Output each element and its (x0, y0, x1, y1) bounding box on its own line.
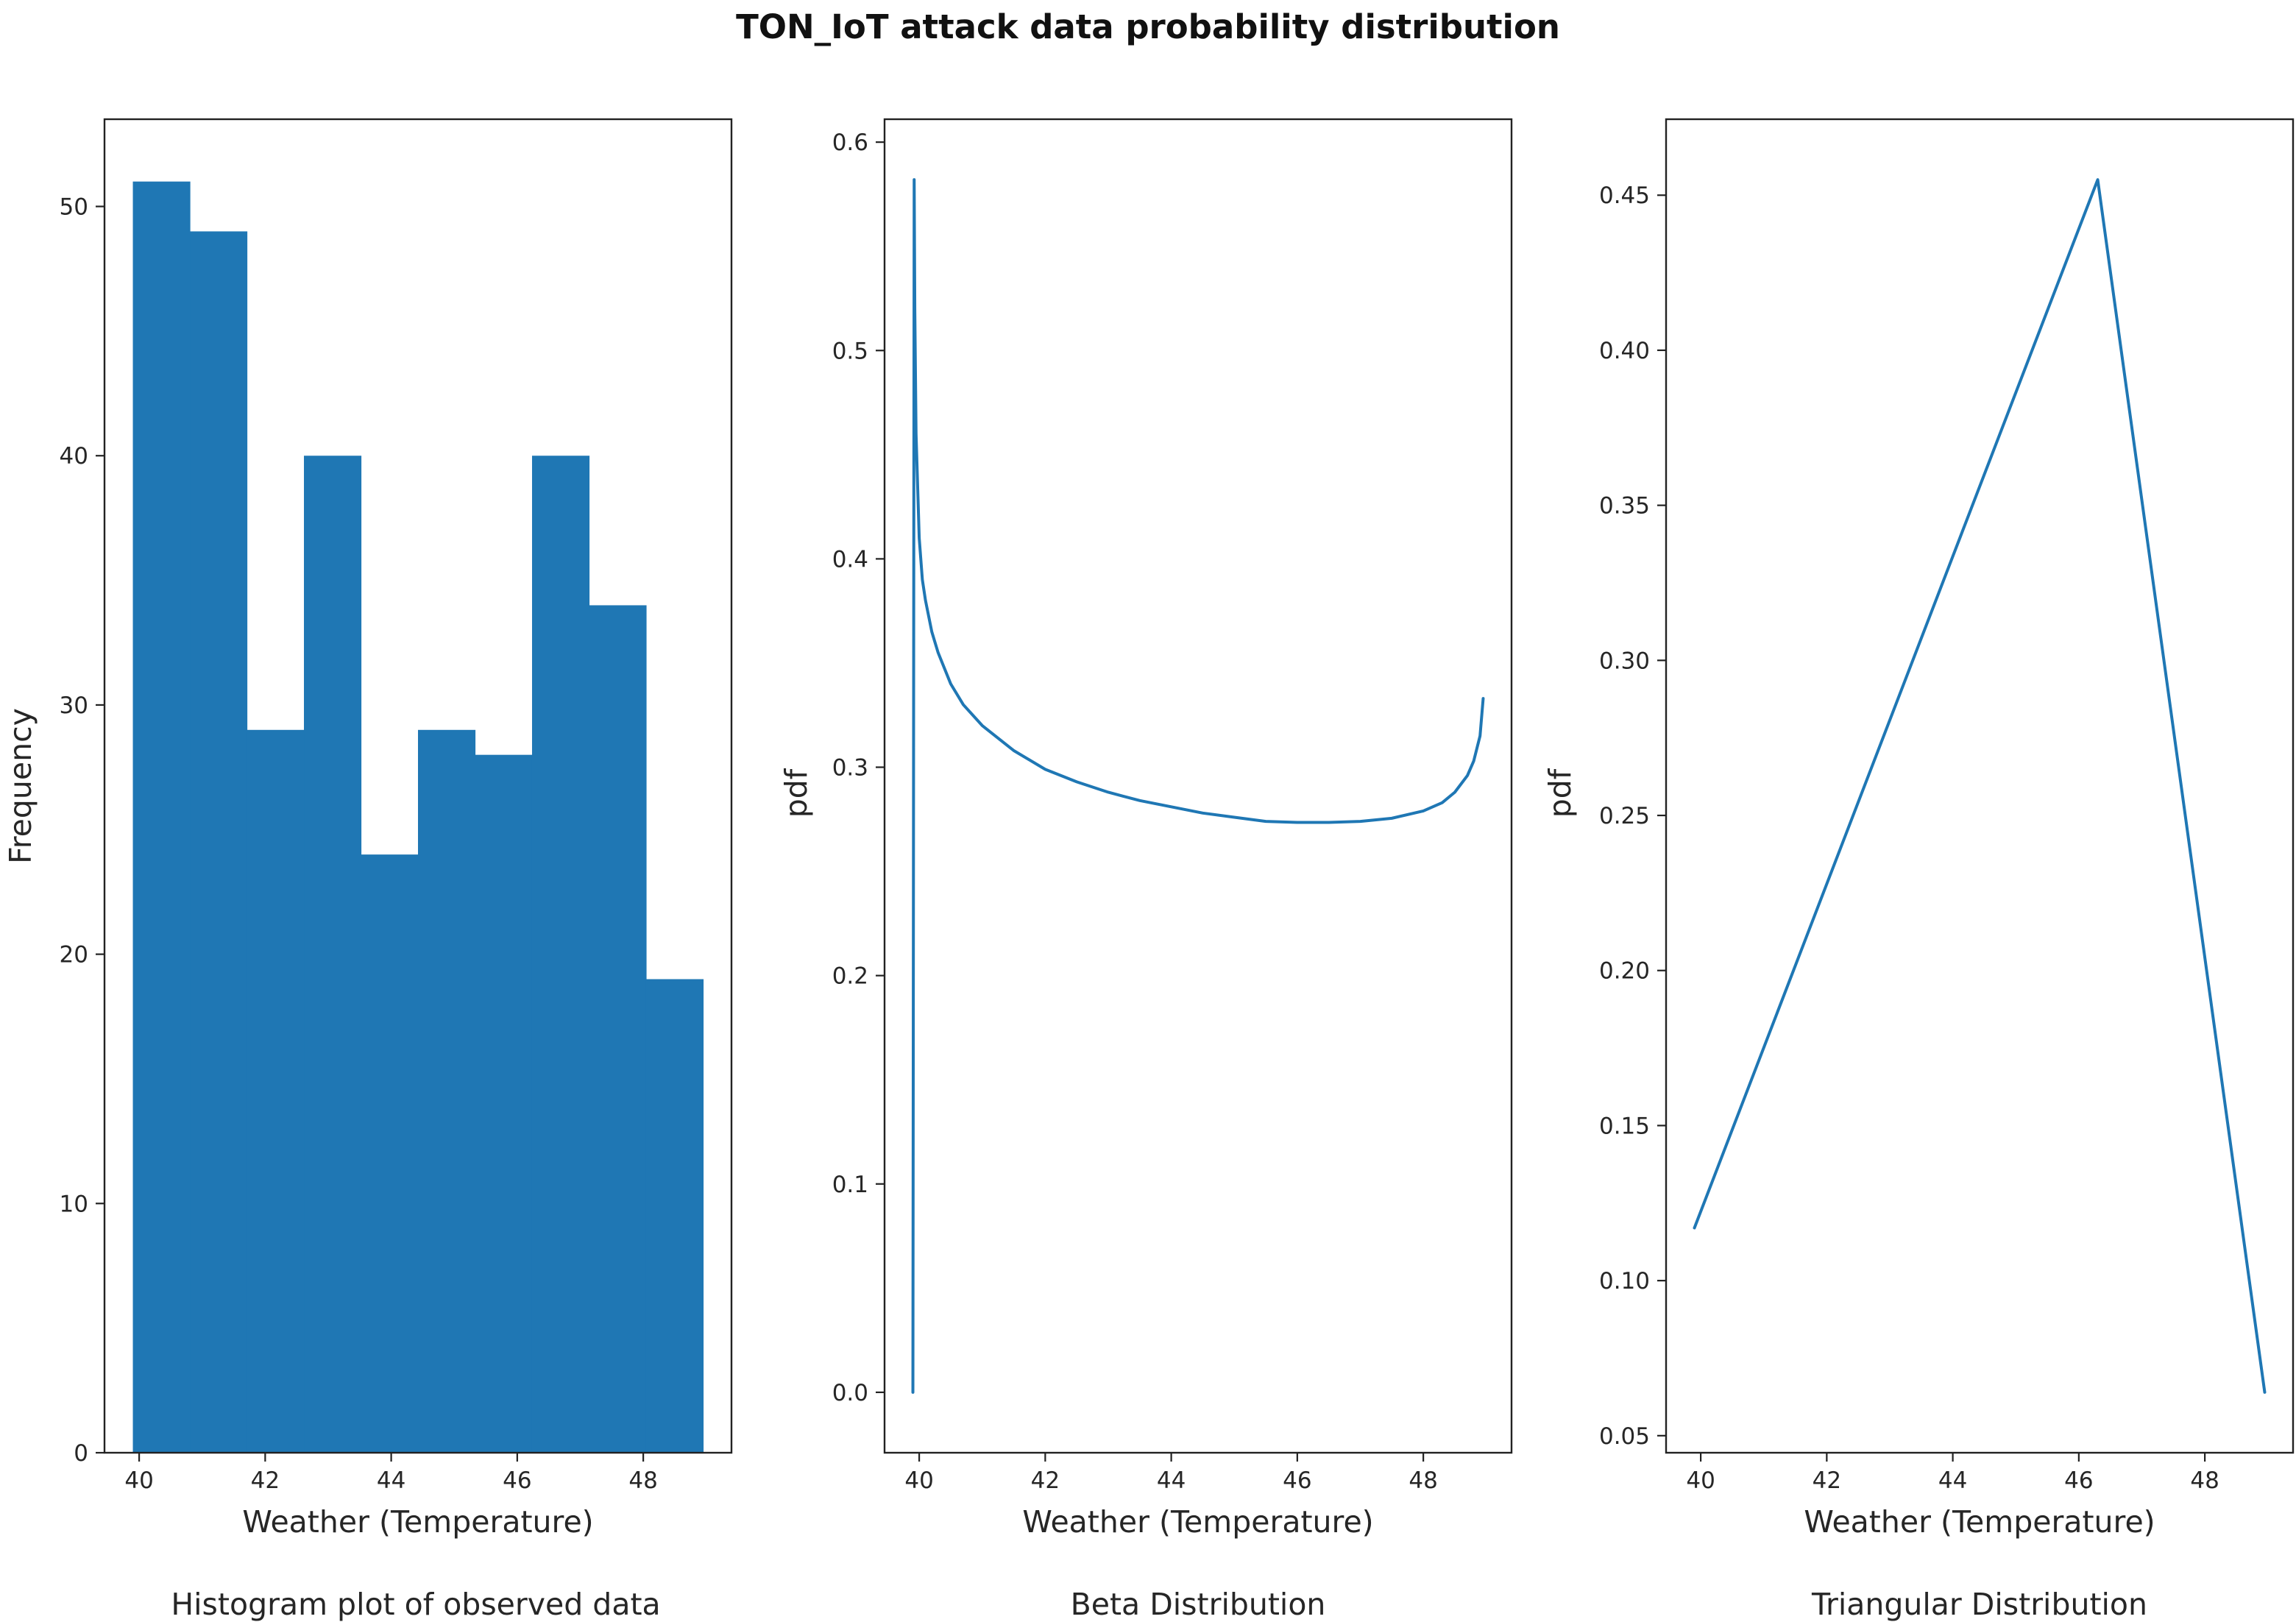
histogram-y-axis-label: Frequency (3, 708, 38, 864)
beta-y-tick-label: 0.5 (832, 338, 868, 364)
beta-x-axis-label: Weather (Temperature) (1022, 1504, 1373, 1540)
beta-y-tick-label: 0.3 (832, 755, 868, 782)
beta-x-tick-label: 42 (1031, 1467, 1060, 1494)
histogram-x-tick-label: 44 (377, 1467, 405, 1494)
histogram-y-tick-label: 0 (74, 1440, 88, 1467)
histogram-bar-6 (418, 729, 476, 1453)
beta-y-tick-label: 0.0 (832, 1380, 868, 1406)
histogram-bar-1 (132, 181, 191, 1453)
beta-x-tick-label: 44 (1157, 1467, 1186, 1494)
triangular-x-axis-label: Weather (Temperature) (1804, 1504, 2155, 1540)
beta-x-tick-label: 40 (904, 1467, 933, 1494)
figure-title: TON_IoT attack data probability distribu… (736, 7, 1560, 46)
histogram-x-tick-label: 40 (124, 1467, 153, 1494)
triangular-y-tick-label: 0.10 (1599, 1268, 1650, 1295)
histogram-panel: 40 42 44 46 48 0 10 20 30 40 50 Weather (Temperatu… (3, 118, 733, 1622)
triangular-caption: Triangular Distribution (1811, 1587, 2147, 1622)
beta-y-axis-label: pdf (779, 768, 814, 818)
triangular-pdf-line (1693, 178, 2267, 1394)
histogram-caption: Histogram plot of observed data (171, 1587, 660, 1622)
histogram-axes-frame (103, 118, 733, 1454)
histogram-x-axis-label: Weather (Temperature) (242, 1504, 593, 1540)
triangular-y-tick-label: 0.35 (1599, 493, 1650, 520)
triangular-y-tick-label: 0.05 (1599, 1423, 1650, 1450)
triangular-x-tick-label: 48 (2190, 1467, 2219, 1494)
beta-caption: Beta Distribution (1071, 1587, 1326, 1622)
histogram-bar-10 (645, 979, 704, 1453)
beta-panel: 40 42 44 46 48 0.0 0.1 0.2 0.3 0.4 0.5 0.6 Weather … (779, 118, 1513, 1622)
histogram-y-tick-label: 30 (60, 693, 88, 719)
triangular-panel: 40 42 44 46 48 0.05 0.10 0.15 0.20 0.25 0.30 0.35 0.… (1542, 118, 2295, 1622)
beta-y-tick-label: 0.6 (832, 130, 868, 156)
triangular-y-axis-label: pdf (1542, 768, 1578, 818)
histogram-ticks: 40 42 44 46 48 0 10 20 30 40 50 (60, 194, 658, 1494)
histogram-bar-4 (304, 456, 362, 1453)
histogram-bar-2 (190, 231, 248, 1453)
triangular-series (1693, 178, 2267, 1394)
triangular-y-tick-label: 0.45 (1599, 183, 1650, 209)
histogram-y-tick-label: 40 (60, 443, 88, 470)
triangular-y-tick-label: 0.25 (1599, 803, 1650, 829)
histogram-x-tick-label: 46 (503, 1467, 531, 1494)
histogram-bar-8 (531, 456, 590, 1453)
histogram-y-tick-label: 20 (60, 942, 88, 968)
beta-x-tick-label: 46 (1283, 1467, 1311, 1494)
histogram-x-tick-label: 48 (628, 1467, 657, 1494)
histogram-x-tick-label: 42 (251, 1467, 280, 1494)
triangular-axes-frame (1665, 118, 2295, 1454)
histogram-y-tick-label: 50 (60, 194, 88, 221)
histogram-bar-9 (589, 605, 647, 1453)
beta-y-tick-label: 0.2 (832, 963, 868, 990)
beta-series (911, 178, 1485, 1394)
beta-y-tick-label: 0.4 (832, 546, 868, 573)
triangular-y-tick-label: 0.40 (1599, 338, 1650, 364)
histogram-bars (132, 181, 704, 1453)
histogram-bar-7 (475, 754, 533, 1453)
triangular-y-tick-label: 0.30 (1599, 648, 1650, 674)
triangular-y-tick-label: 0.15 (1599, 1113, 1650, 1139)
beta-pdf-line (911, 178, 1485, 1394)
triangular-x-tick-label: 46 (2064, 1467, 2093, 1494)
histogram-y-tick-label: 10 (60, 1191, 88, 1217)
beta-y-tick-label: 0.1 (832, 1172, 868, 1198)
triangular-x-tick-label: 42 (1813, 1467, 1841, 1494)
triangular-x-tick-label: 44 (1938, 1467, 1967, 1494)
beta-x-tick-label: 48 (1409, 1467, 1437, 1494)
triangular-ticks: 40 42 44 46 48 0.05 0.10 0.15 0.20 0.25 0.30 0.35 0.… (1599, 183, 2219, 1494)
histogram-bar-3 (247, 729, 305, 1453)
beta-ticks: 40 42 44 46 48 0.0 0.1 0.2 0.3 0.4 0.5 0.6 (832, 130, 1438, 1494)
triangular-y-tick-label: 0.20 (1599, 958, 1650, 985)
triangular-x-tick-label: 40 (1686, 1467, 1715, 1494)
histogram-bar-5 (361, 854, 419, 1453)
beta-axes-frame (883, 118, 1513, 1454)
